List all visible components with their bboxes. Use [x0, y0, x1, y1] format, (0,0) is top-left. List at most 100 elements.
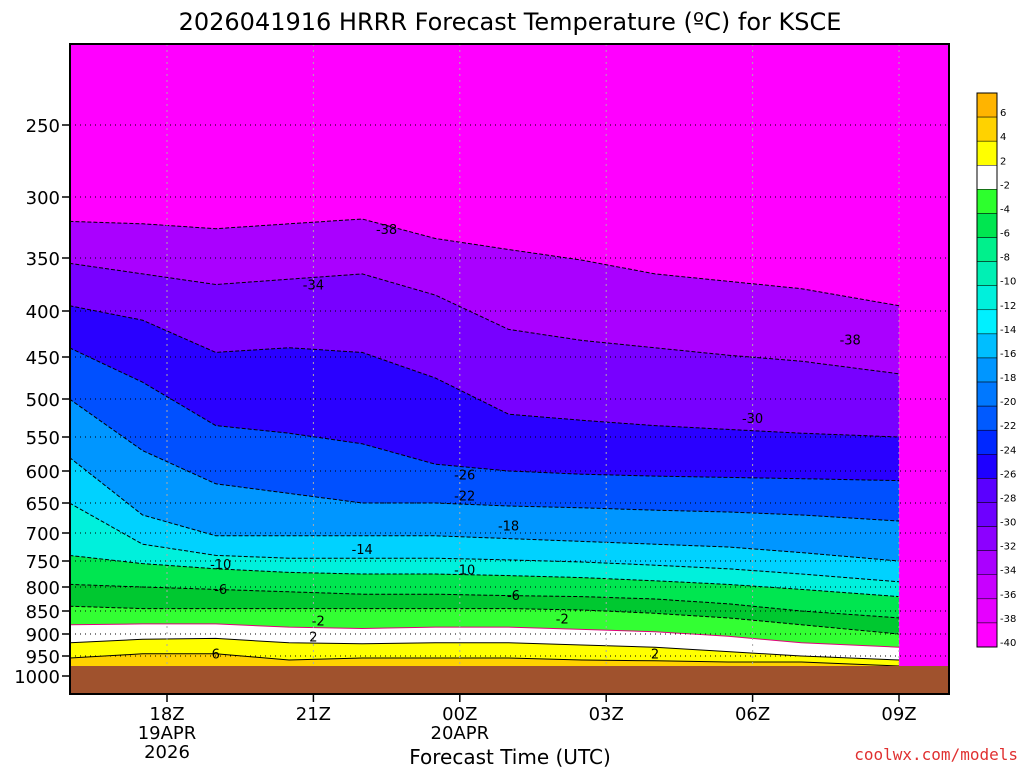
y-tick-label: 750 — [26, 552, 60, 573]
contour-label: -22 — [454, 490, 475, 505]
x-tick-label: 21Z — [296, 704, 331, 725]
colorbar-swatch — [976, 526, 998, 551]
colorbar-swatch — [976, 189, 998, 214]
colorbar-label: -8 — [1000, 253, 1010, 264]
colorbar-label: -30 — [1000, 518, 1016, 529]
colorbar-swatch — [976, 285, 998, 311]
isotherm-line — [70, 637, 900, 661]
y-tick-label: 250 — [26, 116, 60, 137]
colorbar-swatch — [976, 92, 998, 118]
colorbar-swatch — [976, 213, 998, 238]
x-tick-label: 06Z — [735, 704, 770, 725]
isotherm-line — [70, 398, 900, 522]
contour-label: -6 — [507, 589, 520, 604]
colorbar-label: -38 — [1000, 614, 1016, 625]
x-tick-label: 00Z — [442, 704, 477, 725]
colorbar-swatch — [976, 116, 998, 142]
isotherm-line — [70, 502, 900, 583]
chart-title-group: 2026041916 HRRR Forecast Temperature (ºC… — [179, 8, 842, 36]
chart-title: 2026041916 HRRR Forecast Temperature (ºC… — [179, 8, 842, 36]
plot-frame — [69, 43, 950, 695]
contour-label: -38 — [376, 223, 397, 238]
y-tick-label: 600 — [26, 462, 60, 483]
colorbar-swatch — [976, 309, 998, 335]
y-tick-label: 400 — [26, 302, 60, 323]
colorbar-swatch — [976, 454, 998, 479]
isotherm-line — [70, 457, 900, 562]
colorbar-label: -32 — [1000, 542, 1016, 553]
isotherm-line — [70, 218, 900, 307]
colorbar-label: -18 — [1000, 373, 1016, 384]
contour-label: -18 — [498, 519, 519, 534]
x-tick-label: 18Z — [149, 704, 184, 725]
contour-label: 2 — [651, 648, 659, 663]
colorbar-swatch — [976, 405, 998, 431]
y-tick-label: 550 — [26, 428, 60, 449]
isotherm-line — [70, 623, 900, 648]
colorbar-label: -4 — [1000, 204, 1010, 215]
contour-label: -14 — [352, 543, 373, 558]
contour-label: -2 — [312, 615, 325, 630]
x-tick-label: 03Z — [589, 704, 624, 725]
colorbar-label: -6 — [1000, 229, 1010, 240]
isotherm-line — [70, 583, 900, 619]
colorbar-swatch — [976, 381, 998, 407]
x-tick-label: 09Z — [881, 704, 916, 725]
ground-surface — [70, 666, 949, 694]
isotherm-line — [70, 605, 900, 635]
grid-lines — [70, 44, 949, 694]
colorbar-swatch — [976, 429, 998, 455]
colorbar-swatch — [976, 261, 998, 286]
watermark: coolwx.com/models — [854, 745, 1018, 764]
colorbar-label: -16 — [1000, 349, 1016, 360]
contour-label: -2 — [556, 613, 569, 628]
contour-label: -38 — [840, 333, 861, 348]
contour-labels: -38-34-38-30-26-22-18-14-10 -10-6 -6-2 -222… — [210, 223, 861, 663]
colorbar-swatch — [976, 622, 998, 648]
colorbar-swatch — [976, 598, 998, 624]
y-tick-label: 850 — [26, 602, 60, 623]
isotherm-line — [70, 347, 900, 482]
x-axis-title: Forecast Time (UTC) — [409, 745, 611, 768]
contour-label: 2 — [309, 631, 317, 646]
contour-label: -26 — [454, 468, 475, 483]
colorbar-label: -12 — [1000, 301, 1016, 312]
y-tick-label: 350 — [26, 249, 60, 270]
isotherm-lines — [70, 218, 900, 667]
colorbar-label: -34 — [1000, 566, 1016, 577]
plot-area: -38-34-38-30-26-22-18-14-10 -10-6 -6-2 -222… — [70, 44, 949, 694]
contour-label: -6 — [214, 583, 227, 598]
colorbar-label: -10 — [1000, 277, 1016, 288]
x-tick-year: 2026 — [144, 742, 190, 763]
colorbar-swatch — [976, 237, 998, 262]
colorbar-swatch — [976, 550, 998, 575]
contour-label: 6 — [212, 648, 220, 663]
y-tick-label: 450 — [26, 348, 60, 369]
colorbar-swatch — [976, 333, 998, 359]
isotherm-line — [70, 262, 900, 375]
contour-label: -34 — [303, 279, 324, 294]
y-tick-label: 650 — [26, 494, 60, 515]
y-tick-label: 900 — [26, 625, 60, 646]
colorbar-label: 2 — [1000, 156, 1006, 167]
colorbar-swatch — [976, 140, 998, 166]
colorbar-label: -20 — [1000, 397, 1016, 408]
colorbar-label: 4 — [1000, 132, 1006, 143]
colorbar-label: -22 — [1000, 421, 1016, 432]
x-tick-date: 19APR — [138, 723, 197, 744]
colorbar-swatch — [976, 165, 998, 190]
colorbar-label: -26 — [1000, 469, 1016, 480]
y-tick-label: 300 — [26, 188, 60, 209]
contour-label: -10 — [210, 558, 231, 573]
colorbar-swatch — [976, 357, 998, 383]
y-tick-label: 950 — [26, 647, 60, 668]
colorbar-label: -2 — [1000, 180, 1010, 191]
y-axis: 2503003504004505005506006507007508008509… — [14, 116, 70, 688]
colorbar-frame — [976, 92, 998, 648]
isotherm-line — [70, 305, 900, 438]
colorbar-label: -40 — [1000, 638, 1016, 649]
y-tick-label: 700 — [26, 524, 60, 545]
colorbar-legend: 6 4 2 -2 -4 -6 -8 -10 -12 -14 -16 -18 -20 -22 -24 -26 -2… — [976, 92, 1016, 649]
y-tick-label: 500 — [26, 390, 60, 411]
y-tick-label: 1000 — [14, 667, 60, 688]
